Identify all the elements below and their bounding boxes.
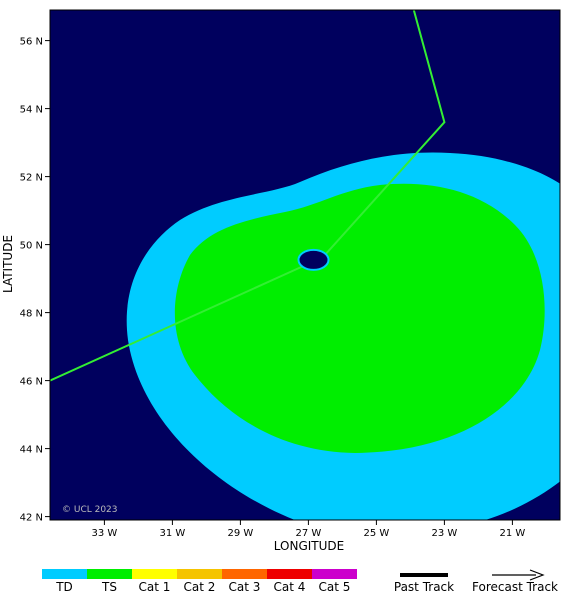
lon-tick-label: 23 W xyxy=(432,528,458,539)
legend-category-label: Cat 3 xyxy=(229,580,261,594)
lat-tick-label: 46 N xyxy=(20,377,43,388)
forecast-track-label: Forecast Track xyxy=(472,580,558,594)
arrow-head-icon xyxy=(529,569,545,581)
past-track-label: Past Track xyxy=(394,580,454,594)
latitude-ticks: 56 N 54 N 52 N 50 N 48 N 46 N 44 N 42 N xyxy=(20,37,50,524)
legend-swatch xyxy=(312,569,357,579)
lon-tick-label: 31 W xyxy=(160,528,186,539)
lat-tick-label: 52 N xyxy=(20,173,43,184)
legend-category-label: Cat 1 xyxy=(139,580,171,594)
lat-tick-label: 56 N xyxy=(20,37,43,48)
storm-eye xyxy=(297,248,330,271)
x-axis-title: LONGITUDE xyxy=(274,539,344,553)
copyright-label: © UCL 2023 xyxy=(62,505,118,515)
lon-tick-label: 33 W xyxy=(92,528,118,539)
forecast-track-legend: Forecast Track xyxy=(472,569,558,594)
legend-swatch xyxy=(132,569,177,579)
legend-swatch xyxy=(267,569,312,579)
lat-tick-label: 42 N xyxy=(20,513,43,524)
lon-tick-label: 27 W xyxy=(296,528,322,539)
legend-swatch xyxy=(177,569,222,579)
lon-tick-label: 21 W xyxy=(500,528,526,539)
intensity-legend: TD TS Cat 1 Cat 2 Cat 3 Cat 4 Cat 5 xyxy=(42,569,357,594)
legend-swatch xyxy=(222,569,267,579)
map-plot-area xyxy=(50,10,560,520)
legend-swatch xyxy=(87,569,132,579)
legend-category-label: Cat 5 xyxy=(319,580,351,594)
longitude-ticks: 33 W 31 W 29 W 27 W 25 W 23 W 21 W xyxy=(92,520,526,539)
y-axis-title: LATITUDE xyxy=(1,235,15,293)
map-frame xyxy=(49,9,561,521)
lon-tick-label: 29 W xyxy=(228,528,254,539)
legend-category-label: Cat 4 xyxy=(274,580,306,594)
lat-tick-label: 44 N xyxy=(20,445,43,456)
lat-tick-label: 54 N xyxy=(20,105,43,116)
legend-category-label: TS xyxy=(101,580,117,594)
tropical-storm-wind-zone xyxy=(174,183,545,453)
lon-tick-label: 25 W xyxy=(364,528,390,539)
past-track-legend: Past Track xyxy=(394,573,454,594)
legend-category-label: Cat 2 xyxy=(184,580,216,594)
lat-tick-label: 50 N xyxy=(20,241,43,252)
legend-swatch xyxy=(42,569,87,579)
legend-category-label: TD xyxy=(55,580,73,594)
lat-tick-label: 48 N xyxy=(20,309,43,320)
